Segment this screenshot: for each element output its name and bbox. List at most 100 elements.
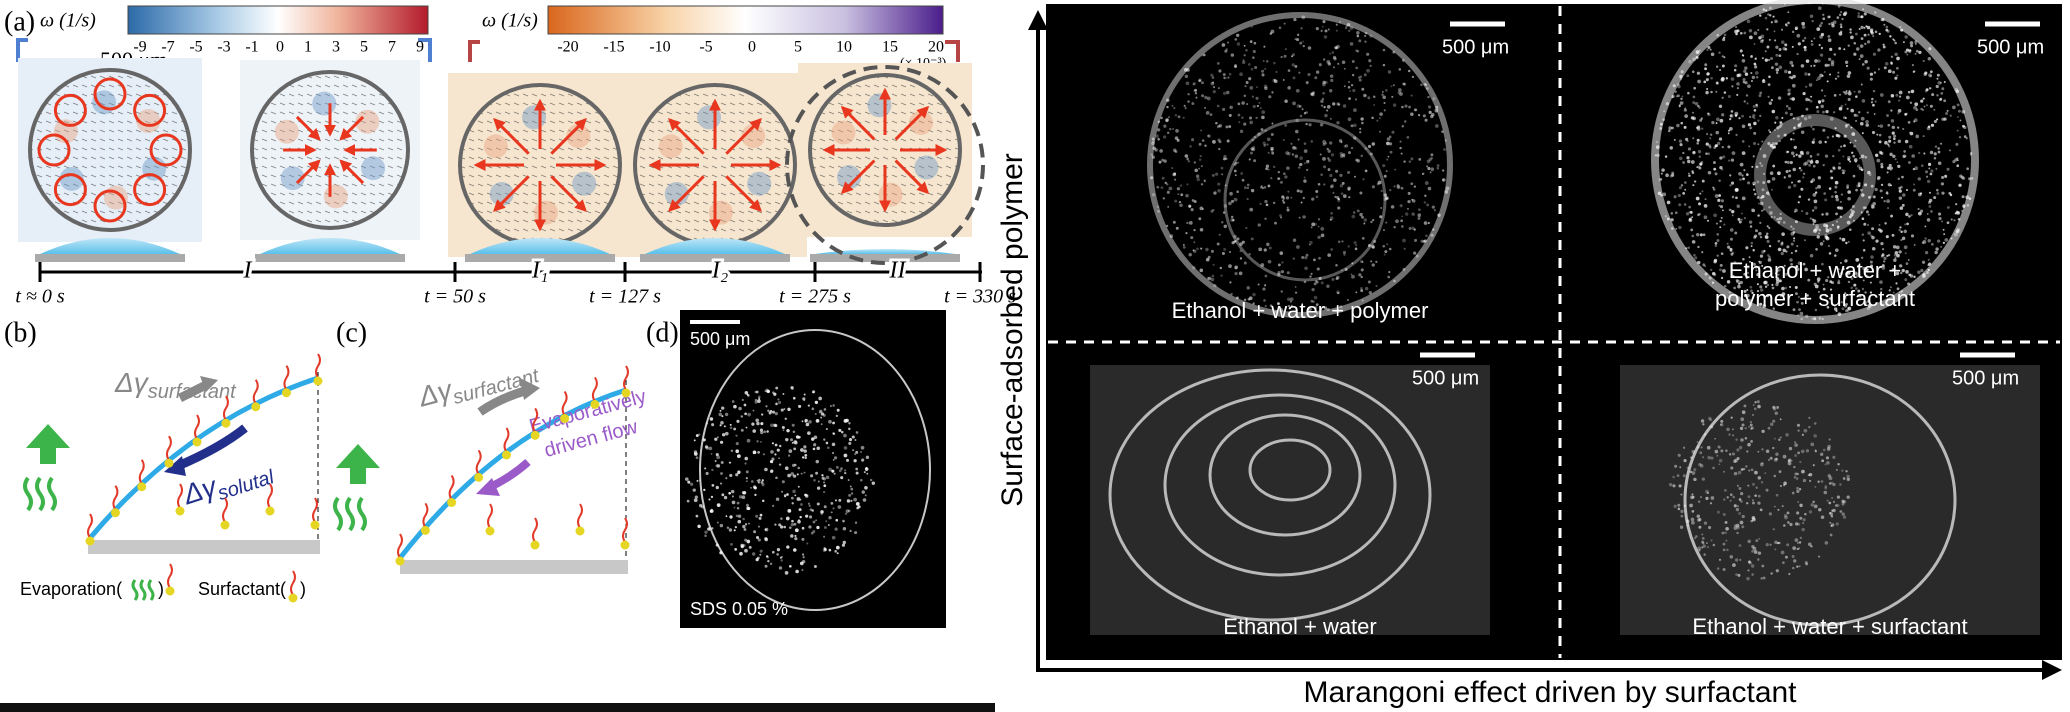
particle bbox=[1407, 136, 1410, 139]
particle bbox=[1774, 122, 1776, 124]
particle bbox=[1703, 233, 1706, 236]
particle bbox=[1724, 33, 1727, 36]
particle bbox=[1437, 164, 1440, 167]
particle bbox=[1682, 96, 1684, 98]
particle bbox=[805, 421, 807, 423]
particle bbox=[1789, 447, 1792, 450]
particle bbox=[1239, 242, 1243, 246]
particle bbox=[1373, 104, 1375, 106]
particle bbox=[1200, 228, 1204, 232]
particle bbox=[1808, 426, 1810, 428]
particle bbox=[1734, 64, 1737, 67]
particle bbox=[1935, 145, 1938, 148]
particle bbox=[1292, 63, 1295, 66]
particle bbox=[711, 496, 713, 498]
particle bbox=[1739, 559, 1741, 561]
surfactant-head bbox=[251, 402, 260, 411]
particle bbox=[820, 513, 822, 515]
particle bbox=[1750, 242, 1753, 245]
particle bbox=[1225, 48, 1227, 50]
particle bbox=[1303, 45, 1305, 47]
particle bbox=[1184, 105, 1186, 107]
particle bbox=[1918, 152, 1920, 154]
particle bbox=[1745, 73, 1748, 76]
particle bbox=[1688, 206, 1691, 209]
particle bbox=[1229, 192, 1233, 196]
particle bbox=[1443, 148, 1446, 151]
particle bbox=[1370, 260, 1372, 262]
particle bbox=[1253, 159, 1256, 162]
particle bbox=[1283, 79, 1285, 81]
particle bbox=[1840, 207, 1843, 210]
particle bbox=[1332, 51, 1334, 53]
particle bbox=[1969, 197, 1972, 200]
particle bbox=[1198, 217, 1201, 220]
particle bbox=[1719, 268, 1722, 271]
particle bbox=[1241, 101, 1245, 105]
particle bbox=[1798, 154, 1801, 157]
particle bbox=[1702, 542, 1704, 544]
particle bbox=[1776, 72, 1778, 74]
particle bbox=[813, 448, 816, 451]
particle bbox=[798, 486, 800, 488]
particle bbox=[1718, 446, 1721, 449]
substrate bbox=[400, 560, 628, 574]
particle bbox=[1387, 137, 1391, 141]
particle bbox=[1787, 22, 1790, 25]
particle bbox=[758, 396, 761, 399]
particle bbox=[759, 517, 762, 520]
particle bbox=[1871, 205, 1875, 209]
particle bbox=[729, 515, 732, 518]
particle bbox=[1340, 184, 1343, 187]
particle bbox=[1283, 172, 1286, 175]
particle bbox=[1812, 223, 1814, 225]
particle bbox=[1326, 284, 1329, 287]
particle bbox=[1800, 188, 1803, 191]
particle bbox=[1715, 450, 1719, 454]
particle bbox=[849, 530, 851, 532]
particle bbox=[747, 507, 750, 510]
particle bbox=[1813, 138, 1816, 141]
particle bbox=[1231, 53, 1234, 56]
particle bbox=[1775, 116, 1778, 119]
particle bbox=[808, 420, 812, 424]
particle bbox=[1725, 527, 1729, 531]
particle bbox=[808, 404, 810, 406]
particle bbox=[1753, 404, 1755, 406]
particle bbox=[1864, 60, 1867, 63]
particle bbox=[1290, 197, 1292, 199]
particle bbox=[1808, 198, 1810, 200]
particle bbox=[1779, 54, 1782, 57]
particle bbox=[1679, 104, 1681, 106]
particle bbox=[1376, 120, 1378, 122]
particle bbox=[1722, 146, 1724, 148]
particle bbox=[1718, 194, 1721, 197]
particle bbox=[1811, 43, 1814, 46]
particle bbox=[1746, 173, 1749, 176]
particle bbox=[737, 454, 741, 458]
particle bbox=[1389, 189, 1391, 191]
particle bbox=[1740, 427, 1743, 430]
particle bbox=[1234, 265, 1238, 269]
particle bbox=[1290, 143, 1292, 145]
particle bbox=[1211, 278, 1215, 282]
particle bbox=[1255, 97, 1258, 100]
particle bbox=[1229, 251, 1231, 253]
particle bbox=[1848, 241, 1850, 243]
particle bbox=[1661, 173, 1663, 175]
particle bbox=[1299, 42, 1302, 45]
particle bbox=[1806, 151, 1809, 154]
particle bbox=[1792, 567, 1794, 569]
particle bbox=[823, 491, 825, 493]
particle bbox=[1165, 118, 1168, 121]
particle bbox=[1843, 91, 1845, 93]
particle bbox=[1770, 457, 1773, 460]
particle bbox=[1732, 496, 1735, 499]
particle bbox=[744, 462, 746, 464]
particle bbox=[1204, 179, 1206, 181]
particle bbox=[1734, 232, 1737, 235]
particle bbox=[1779, 217, 1782, 220]
particle bbox=[1865, 120, 1869, 124]
particle bbox=[1842, 238, 1846, 242]
particle bbox=[1778, 96, 1781, 99]
